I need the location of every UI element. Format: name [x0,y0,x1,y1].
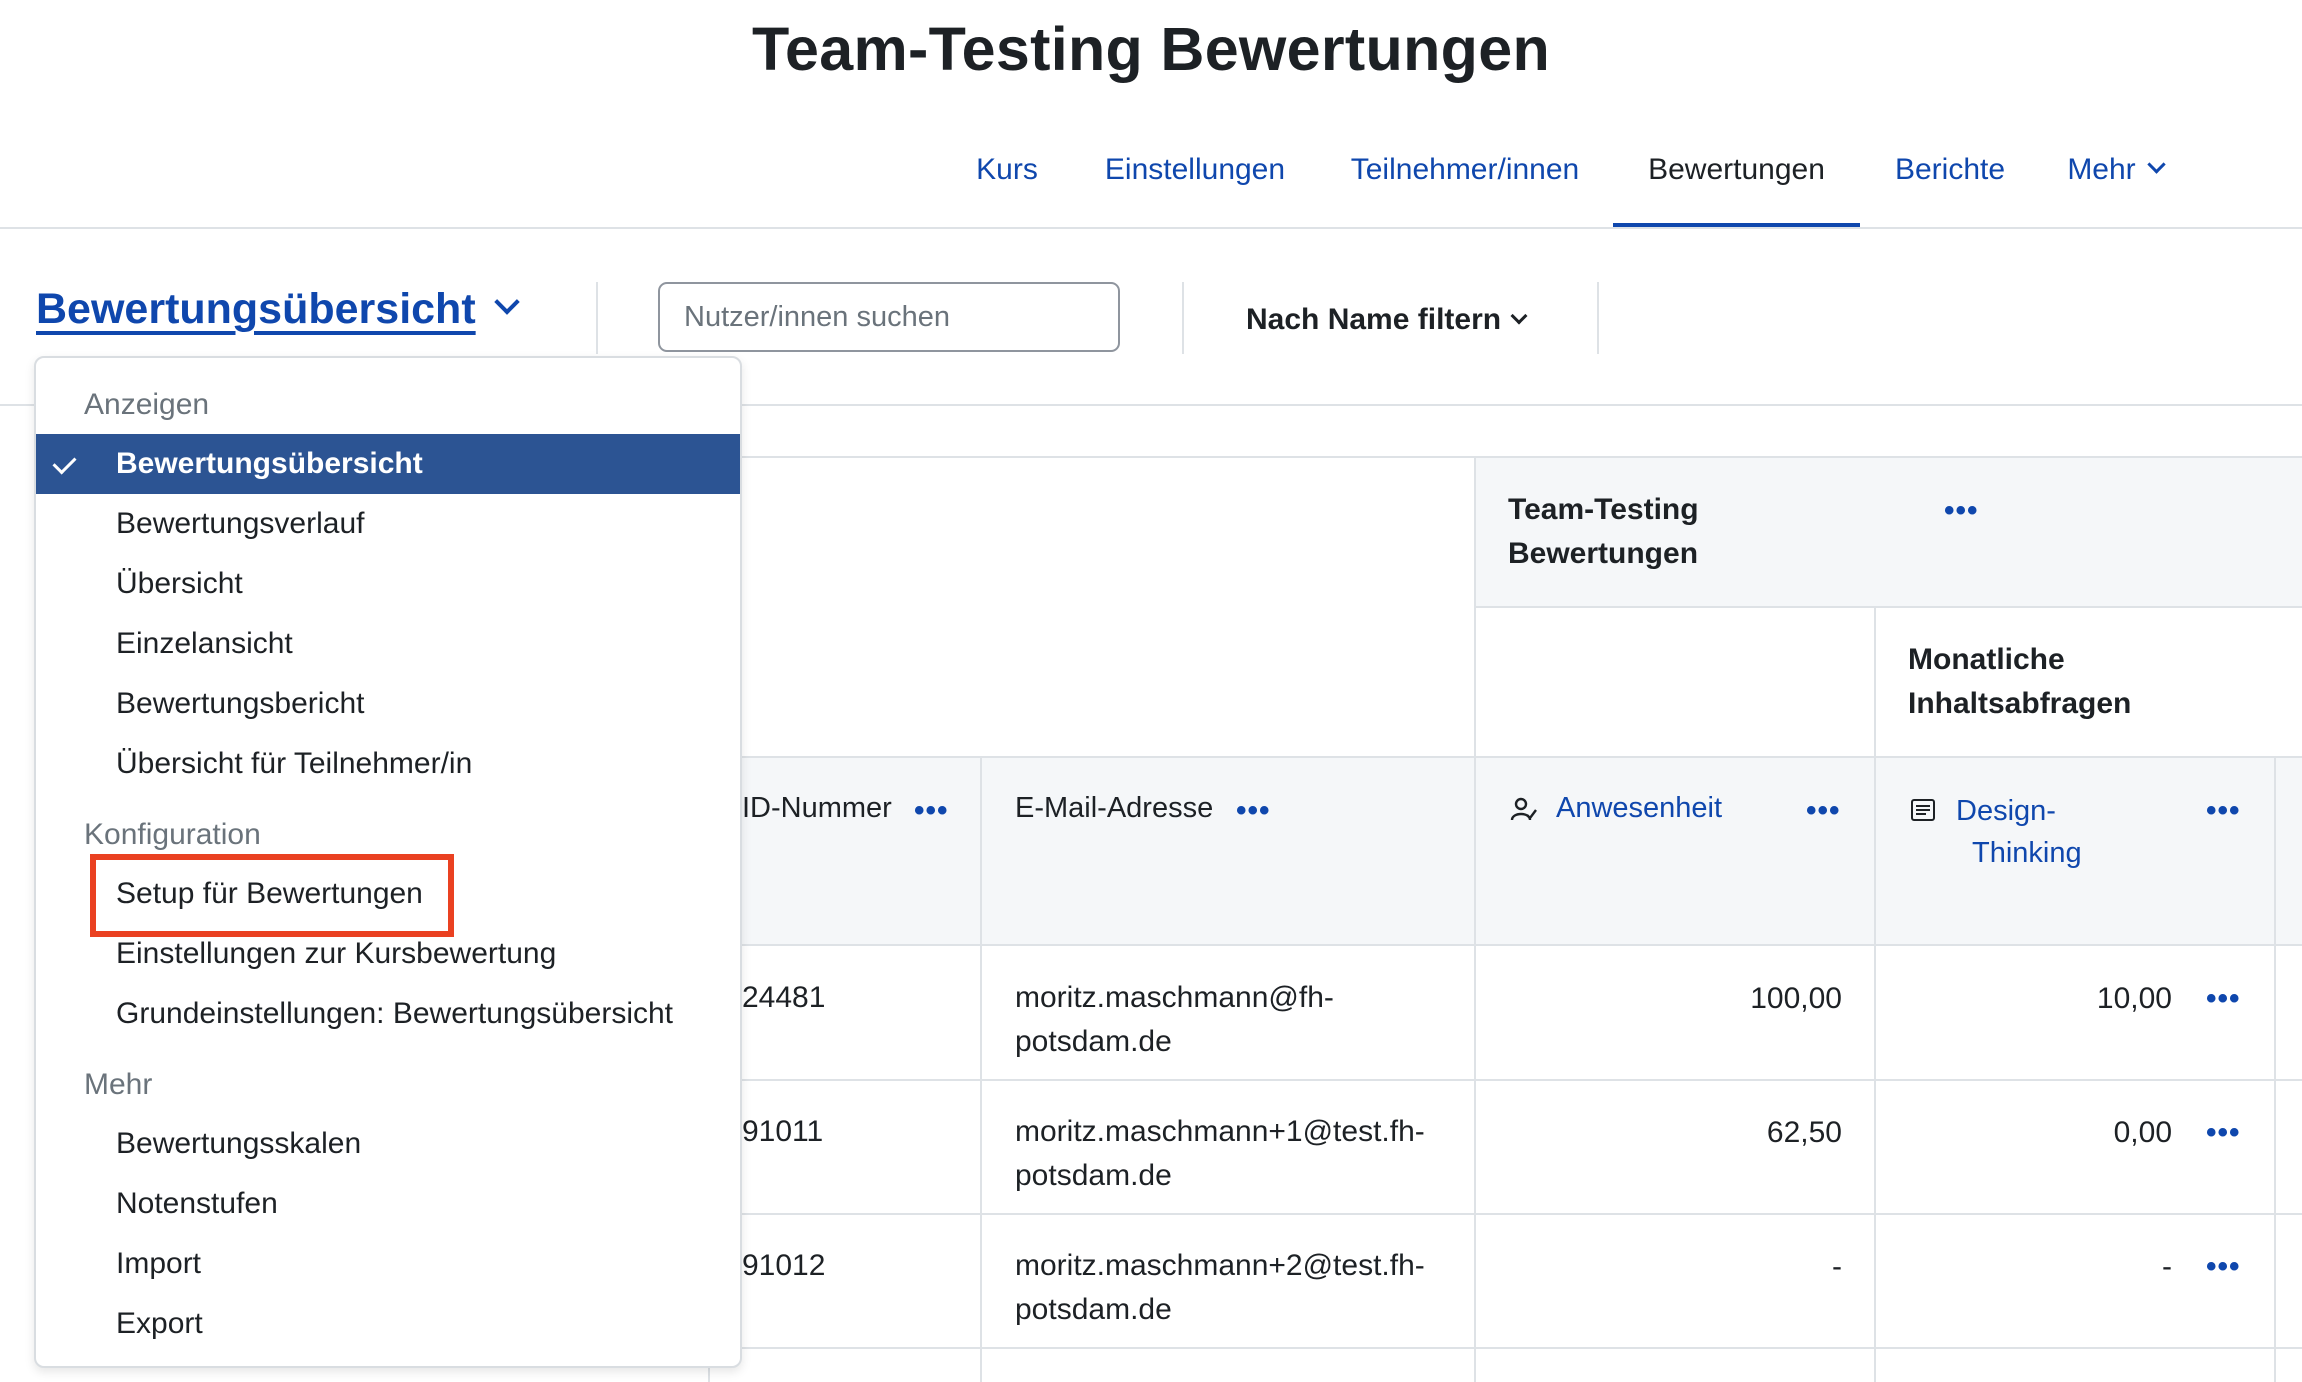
check-icon [52,450,77,475]
course-navigation: Kurs Einstellungen Teilnehmer/innen Bewe… [0,124,2302,228]
menu-item-einstellungen-kursbewertung[interactable]: Einstellungen zur Kursbewertung [116,937,557,970]
tab-bewertungen[interactable]: Bewertungen [1613,124,1860,228]
row-email: moritz.maschmann@fh- potsdam.de [1015,981,1334,1058]
menu-item-uebersicht-teilnehmer[interactable]: Übersicht für Teilnehmer/in [116,747,473,780]
category-title: Team-Testing Bewertungen [1508,493,1699,570]
chevron-down-icon [493,289,520,315]
column-header-row [709,756,2302,944]
menu-item-import[interactable]: Import [116,1247,202,1280]
tab-berichte[interactable]: Berichte [1894,153,2006,186]
menu-item-bewertungsuebersicht[interactable]: Bewertungsübersicht [36,434,740,494]
tab-kurs[interactable]: Kurs [976,153,1038,186]
row-id: 91012 [742,1249,826,1282]
more-actions-icon[interactable]: ••• [2206,1250,2241,1283]
menu-item-setup-bewertungen[interactable]: Setup für Bewertungen [116,877,423,910]
name-filter-label: Nach Name filtern [1246,303,1502,336]
menu-item-einzelansicht[interactable]: Einzelansicht [116,627,293,660]
divider [1597,282,1599,354]
divider [596,282,598,354]
name-filter-button[interactable]: Nach Name filtern [1246,303,1528,337]
menu-item-grundeinstellungen[interactable]: Grundeinstellungen: Bewertungsübersicht [116,997,674,1030]
tab-einstellungen[interactable]: Einstellungen [1104,153,1286,186]
menu-item-export[interactable]: Export [116,1307,203,1340]
design-thinking-grade[interactable]: - [2162,1250,2172,1283]
more-actions-icon[interactable]: ••• [2206,1116,2241,1149]
menu-item-uebersicht[interactable]: Übersicht [116,567,243,600]
design-thinking-grade[interactable]: 0,00 [2113,1116,2172,1149]
column-header-design-thinking[interactable]: Design- Thinking [1956,795,2082,869]
menu-item-bewertungsskalen[interactable]: Bewertungsskalen [116,1127,362,1160]
chevron-down-icon [1510,307,1528,325]
page-title: Team-Testing Bewertungen [751,15,1551,83]
column-header-attendance[interactable]: Anwesenheit [1556,792,1723,824]
report-dropdown-menu: Anzeigen Bewertungsübersicht Bewertungsv… [34,356,742,1368]
more-actions-icon[interactable]: ••• [2206,982,2241,1015]
more-actions-icon[interactable]: ••• [1236,794,1271,827]
row-id: 91011 [742,1115,824,1148]
tab-mehr-label: Mehr [2067,153,2136,186]
menu-item-notenstufen[interactable]: Notenstufen [116,1187,278,1220]
highlight-box [90,854,454,937]
more-actions-icon[interactable]: ••• [2206,794,2241,827]
row-id: 24481 [742,981,826,1014]
menu-item-bewertungsbericht[interactable]: Bewertungsbericht [116,687,365,720]
attendance-grade[interactable]: - [1832,1250,1842,1283]
column-header-id: ID-Nummer [742,792,892,824]
category-header [1475,456,2302,606]
more-actions-icon[interactable]: ••• [1944,494,1979,527]
user-search-input[interactable] [658,282,1120,352]
menu-section-header: Mehr [84,1068,153,1101]
tab-mehr[interactable]: Mehr [2055,124,2175,228]
divider [1182,282,1184,354]
report-selector-label: Bewertungsübersicht [36,285,476,333]
subcategory-title: Monatliche Inhaltsabfragen [1908,643,2132,720]
tab-teilnehmer[interactable]: Teilnehmer/innen [1350,153,1580,186]
attendance-grade[interactable]: 62,50 [1766,1116,1842,1149]
menu-section-header: Anzeigen [84,388,210,421]
design-thinking-grade[interactable]: 10,00 [2096,982,2172,1015]
more-actions-icon[interactable]: ••• [1806,794,1841,827]
report-selector[interactable]: Bewertungsübersicht [36,285,520,334]
more-actions-icon[interactable]: ••• [914,794,949,827]
attendance-icon [1510,797,1537,821]
toolbar-divider [0,404,2302,406]
chevron-down-icon [2146,155,2166,174]
grader-table: Team-Testing Bewertungen ••• Monatliche … [0,456,2302,1382]
row-email: moritz.maschmann+2@test.fh- potsdam.de [1015,1249,1425,1326]
menu-item-bewertungsverlauf[interactable]: Bewertungsverlauf [116,507,365,540]
column-header-email: E-Mail-Adresse [1015,792,1214,824]
row-email: moritz.maschmann+1@test.fh- potsdam.de [1015,1115,1425,1192]
nav-divider [0,227,2302,229]
attendance-grade[interactable]: 100,00 [1750,982,1842,1015]
assignment-icon [1911,799,1935,821]
menu-section-header: Konfiguration [84,818,261,851]
